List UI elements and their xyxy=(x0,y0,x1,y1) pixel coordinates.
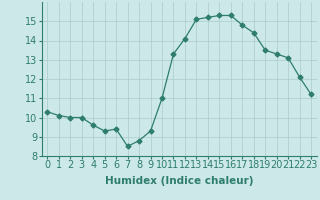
X-axis label: Humidex (Indice chaleur): Humidex (Indice chaleur) xyxy=(105,176,253,186)
